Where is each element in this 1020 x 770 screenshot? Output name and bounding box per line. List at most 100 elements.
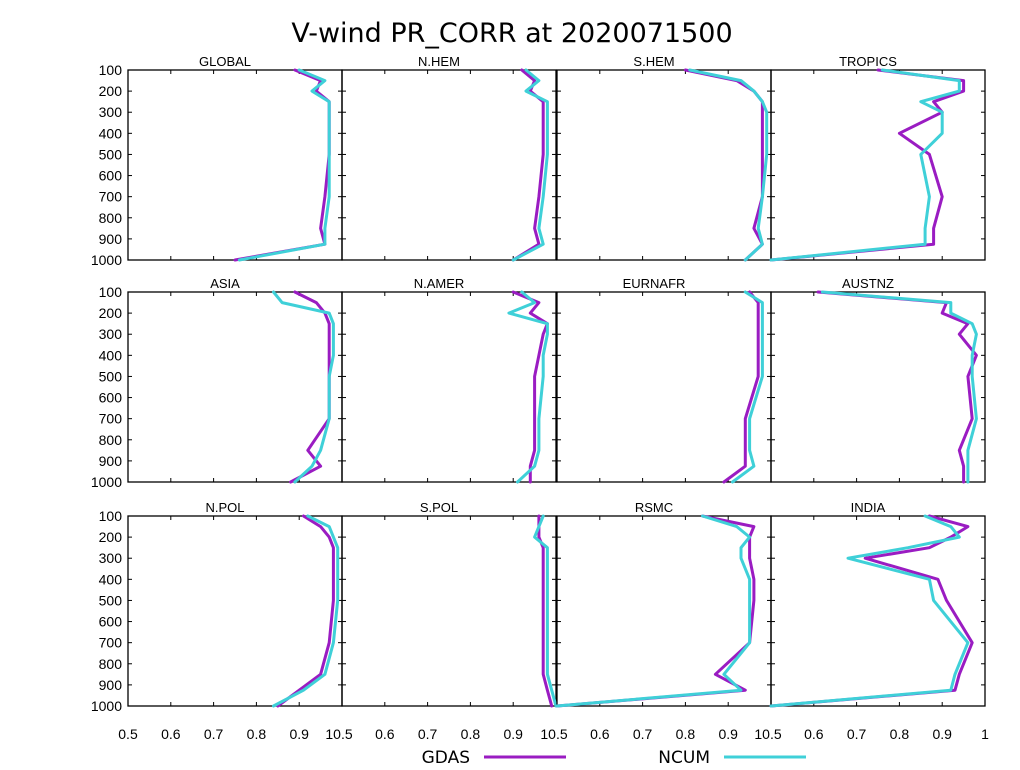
legend-label: NCUM [658,748,710,768]
y-tick-label: 400 [99,347,123,363]
series-line-ncum [769,514,970,708]
panel-austnz: AUSTNZ [770,276,986,484]
panel-title: N.HEM [418,54,460,69]
series-line-ncum [511,68,549,262]
y-tick-label: 1000 [91,474,122,490]
series-line-ncum [688,68,769,262]
x-tick-label: 0.7 [418,726,438,742]
y-tick-label: 600 [99,168,123,184]
x-tick-label: 0.8 [247,726,267,742]
legend-item-gdas: GDAS [422,748,566,768]
series-line-ncum [533,514,558,708]
x-tick-label: 0.7 [847,726,867,742]
panel-frame [341,515,557,707]
y-tick-label: 200 [99,83,123,99]
panel-title: RSMC [635,500,673,515]
panel-frame [770,291,986,483]
panel-title: N.AMER [414,276,465,291]
series-line-ncum [272,514,340,708]
panel-title: EURNAFR [623,276,686,291]
panel-title: INDIA [851,500,886,515]
series-line-gdas [537,514,554,708]
y-tick-label: 900 [99,231,123,247]
panel-frame [341,69,557,261]
series-line-gdas [289,290,331,484]
panel-tropics: TROPICS [769,54,986,262]
y-tick-label: 100 [99,62,123,78]
series-line-gdas [722,290,760,484]
panel-title: TROPICS [839,54,897,69]
y-tick-label: 700 [99,411,123,427]
series-line-ncum [555,514,752,708]
y-tick-label: 800 [99,210,123,226]
panel-title: GLOBAL [199,54,251,69]
panel-title: N.POL [205,500,244,515]
panel-title: S.POL [420,500,458,515]
y-tick-label: 400 [99,571,123,587]
x-tick-label: 0.9 [718,726,738,742]
y-tick-label: 100 [99,508,123,524]
series-line-gdas [511,290,549,484]
series-line-ncum [731,290,764,484]
y-tick-label: 400 [99,125,123,141]
x-tick-label: 0.8 [461,726,481,742]
y-tick-label: 700 [99,635,123,651]
series-line-gdas [769,68,966,262]
panel-n-pol: N.POL 100 200 300 400 500 600 700 800 900 1000 [91,500,343,714]
legend-item-ncum: NCUM [658,748,806,768]
panel-s-hem: S.HEM [556,54,772,262]
y-tick-label: 200 [99,529,123,545]
y-tick-label: 200 [99,305,123,321]
x-tick-label: 0.8 [676,726,696,742]
y-tick-label: 800 [99,432,123,448]
series-line-ncum [272,290,335,484]
series-line-ncum [820,290,978,484]
panel-title: ASIA [210,276,240,291]
x-tick-label: 10.5 [325,726,352,742]
panel-grid: GLOBAL 100 200 300 400 500 600 700 800 900 1000 N.H… [91,54,986,714]
legend-label: GDAS [422,748,470,768]
x-tick-label: 0.7 [633,726,653,742]
y-tick-label: 500 [99,146,123,162]
series-line-gdas [276,514,335,708]
panel-title: AUSTNZ [842,276,894,291]
x-tick-label: 0.6 [161,726,181,742]
x-axis: 0.5 0.6 0.7 0.8 0.9 10.5 0.6 0.7 0.8 0.9 10.5 0.6 0.… [118,726,989,742]
x-tick-label: 10.5 [754,726,781,742]
y-tick-label: 900 [99,677,123,693]
x-tick-label: 0.9 [503,726,523,742]
x-tick-label: 0.5 [118,726,138,742]
y-tick-label: 300 [99,326,123,342]
x-tick-label: 0.7 [204,726,224,742]
x-tick-label: 10.5 [540,726,567,742]
x-tick-label: 0.9 [289,726,309,742]
y-tick-label: 300 [99,104,123,120]
series-line-ncum [507,290,549,484]
x-tick-label: 0.8 [890,726,910,742]
panel-global: GLOBAL 100 200 300 400 500 600 700 800 900 1000 [91,54,343,268]
panel-frame [341,291,557,483]
series-line-ncum [237,68,331,262]
y-tick-label: 1000 [91,252,122,268]
y-tick-label: 700 [99,189,123,205]
chart-title: V-wind PR_CORR at 2020071500 [291,18,732,49]
y-tick-label: 100 [99,284,123,300]
panel-india: INDIA [769,500,986,708]
x-tick-label: 1 [981,726,989,742]
y-tick-label: 800 [99,656,123,672]
x-tick-label: 0.9 [932,726,952,742]
panel-n-hem: N.HEM [341,54,557,262]
x-tick-label: 0.6 [590,726,610,742]
y-tick-label: 500 [99,592,123,608]
y-tick-label: 300 [99,550,123,566]
panel-frame [770,515,986,707]
panel-s-pol: S.POL [341,500,558,708]
y-tick-label: 500 [99,368,123,384]
y-tick-label: 1000 [91,698,122,714]
series-line-gdas [555,514,756,708]
panel-title: S.HEM [633,54,674,69]
x-tick-label: 0.6 [804,726,824,742]
panel-n-amer: N.AMER [341,276,557,484]
